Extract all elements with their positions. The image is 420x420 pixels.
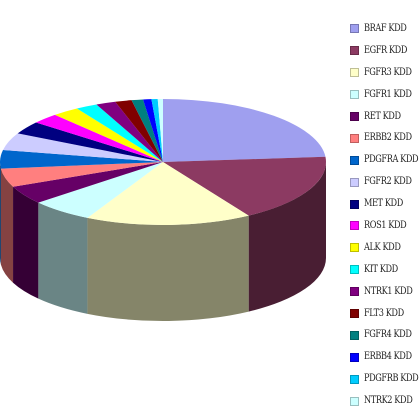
legend-label: MET KDD: [364, 198, 403, 210]
pie-slice-ntrk1-kdd: [96, 101, 163, 162]
legend-swatch: [350, 330, 359, 340]
legend-item: PDGFRA KDD: [350, 149, 420, 171]
legend-item: ALK KDD: [350, 237, 420, 259]
legend-item: FGFR3 KDD: [350, 62, 420, 84]
legend-label: FGFR4 KDD: [364, 329, 412, 341]
pie-slice-pdgfrb-kdd: [151, 99, 163, 162]
legend-label: BRAF KDD: [364, 22, 407, 34]
legend-swatch: [350, 309, 359, 319]
legend-swatch: [350, 46, 359, 56]
pie-side-walls: [0, 162, 326, 321]
pie-slice-erbb2-kdd: [0, 162, 163, 187]
pie-slice-side-pdgfra-kdd: [0, 162, 1, 265]
legend-label: FGFR1 KDD: [364, 88, 412, 100]
legend-item: ERBB4 KDD: [350, 346, 420, 368]
pie-slice-flt3-kdd: [115, 100, 163, 162]
pie-slice-met-kdd: [17, 122, 163, 162]
pie-slice-fgfr2-kdd: [3, 133, 164, 162]
pie-slice-egfr-kdd: [163, 156, 326, 216]
legend-label: KIT KDD: [364, 263, 398, 275]
legend-swatch: [350, 287, 359, 297]
legend-swatch: [350, 24, 359, 34]
chart-legend: BRAF KDD EGFR KDD FGFR3 KDD FGFR1 KDD RET KD…: [350, 18, 420, 412]
pie-slice-fgfr4-kdd: [131, 99, 163, 162]
legend-label: FGFR2 KDD: [364, 176, 412, 188]
pie-slice-side-fgfr3-kdd: [87, 215, 249, 321]
legend-item: FGFR1 KDD: [350, 84, 420, 106]
legend-label: FLT3 KDD: [364, 307, 404, 319]
pie-slice-side-fgfr1-kdd: [38, 202, 88, 314]
legend-swatch: [350, 243, 359, 253]
legend-item: PDGFRB KDD: [350, 368, 420, 390]
pie-slice-side-ret-kdd: [13, 186, 39, 299]
legend-label: EGFR KDD: [364, 44, 408, 56]
legend-item: FGFR4 KDD: [350, 324, 420, 346]
legend-swatch: [350, 90, 359, 100]
legend-swatch: [350, 221, 359, 231]
legend-item: NTRK1 KDD: [350, 281, 420, 303]
legend-label: ROS1 KDD: [364, 219, 407, 231]
legend-item: BRAF KDD: [350, 18, 420, 40]
legend-label: ALK KDD: [364, 241, 401, 253]
legend-item: MET KDD: [350, 193, 420, 215]
legend-label: FGFR3 KDD: [364, 66, 412, 78]
legend-swatch: [350, 352, 359, 362]
pie-slice-side-erbb2-kdd: [0, 168, 14, 283]
legend-item: NTRK2 KDD: [350, 390, 420, 412]
pie-slice-side-egfr-kdd: [248, 162, 326, 312]
legend-label: RET KDD: [364, 110, 401, 122]
legend-item: ROS1 KDD: [350, 215, 420, 237]
legend-item: ERBB2 KDD: [350, 127, 420, 149]
pie-slice-fgfr1-kdd: [38, 162, 163, 218]
legend-swatch: [350, 396, 359, 406]
legend-swatch: [350, 68, 359, 78]
pie-slice-ret-kdd: [13, 162, 163, 203]
pie-slice-braf-kdd: [163, 99, 326, 162]
legend-label: PDGFRB KDD: [364, 373, 419, 385]
legend-item: KIT KDD: [350, 259, 420, 281]
legend-label: NTRK2 KDD: [364, 395, 413, 407]
pie-slice-ros1-kdd: [36, 114, 163, 162]
legend-item: EGFR KDD: [350, 40, 420, 62]
pie-slice-fgfr3-kdd: [87, 162, 249, 225]
legend-swatch: [350, 133, 359, 143]
legend-label: PDGFRA KDD: [364, 154, 419, 166]
legend-swatch: [350, 265, 359, 275]
pie-slice-erbb4-kdd: [143, 99, 163, 162]
pie-slice-pdgfra-kdd: [0, 149, 163, 169]
legend-swatch: [350, 177, 359, 187]
legend-label: NTRK1 KDD: [364, 285, 413, 297]
legend-swatch: [350, 112, 359, 121]
legend-item: FGFR2 KDD: [350, 171, 420, 193]
pie-slice-ntrk2-kdd: [157, 99, 163, 162]
legend-swatch: [350, 155, 359, 165]
pie-slice-alk-kdd: [54, 108, 163, 162]
legend-item: FLT3 KDD: [350, 303, 420, 325]
legend-swatch: [350, 199, 359, 209]
pie-top-faces: [0, 99, 326, 225]
legend-swatch: [350, 374, 359, 384]
legend-label: ERBB4 KDD: [364, 351, 412, 363]
pie-slice-kit-kdd: [76, 104, 163, 162]
legend-item: RET KDD: [350, 106, 420, 128]
legend-label: ERBB2 KDD: [364, 132, 412, 144]
